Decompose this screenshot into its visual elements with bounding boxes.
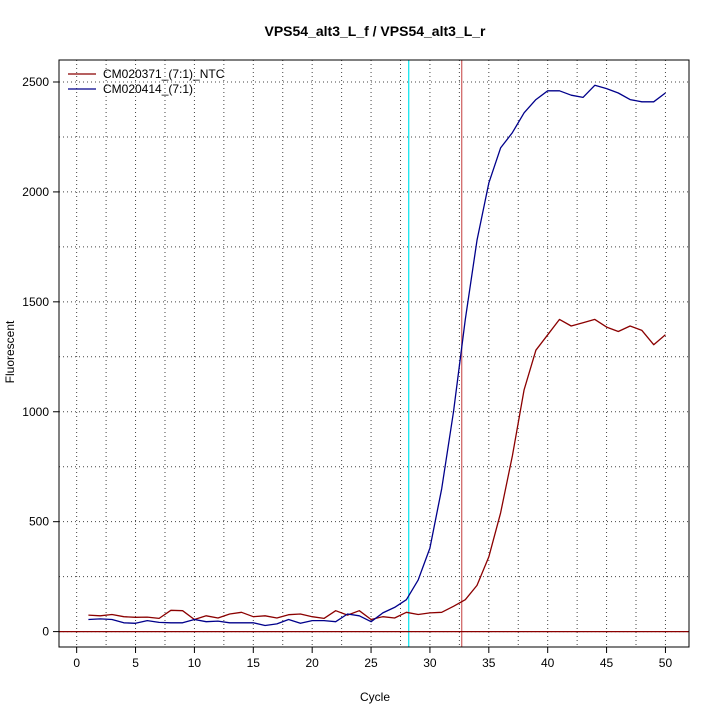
x-axis-label: Cycle [360, 690, 390, 704]
y-tick-label: 1000 [22, 405, 49, 419]
y-axis: 0 500 1000 1500 2000 2500 [22, 75, 59, 639]
x-tick-label: 5 [132, 656, 139, 670]
series-lines [88, 84, 666, 627]
y-tick-label: 2500 [22, 75, 49, 89]
x-axis: 0 5 10 15 20 25 30 35 40 45 50 [73, 647, 672, 670]
series-line [88, 84, 666, 627]
legend-label: CM020371_(7:1)_NTC [103, 67, 225, 81]
x-tick-label: 15 [247, 656, 261, 670]
legend-label: CM020414_(7:1) [103, 82, 193, 96]
y-tick-label: 1500 [22, 295, 49, 309]
y-tick-label: 0 [42, 625, 49, 639]
y-tick-label: 2000 [22, 185, 49, 199]
plot-frame [58, 59, 690, 648]
x-tick-label: 25 [364, 656, 378, 670]
x-tick-label: 50 [659, 656, 673, 670]
chart-title: VPS54_alt3_L_f / VPS54_alt3_L_r [264, 23, 486, 39]
x-tick-label: 35 [482, 656, 496, 670]
y-tick-label: 500 [29, 515, 49, 529]
vertical-markers [59, 60, 689, 647]
series-line [88, 318, 666, 621]
grid [59, 60, 689, 647]
x-tick-label: 0 [73, 656, 80, 670]
x-tick-label: 40 [541, 656, 555, 670]
x-tick-label: 30 [423, 656, 437, 670]
x-tick-label: 45 [600, 656, 614, 670]
x-tick-label: 20 [305, 656, 319, 670]
x-tick-label: 10 [188, 656, 202, 670]
y-axis-label: Fluorescent [3, 320, 17, 383]
